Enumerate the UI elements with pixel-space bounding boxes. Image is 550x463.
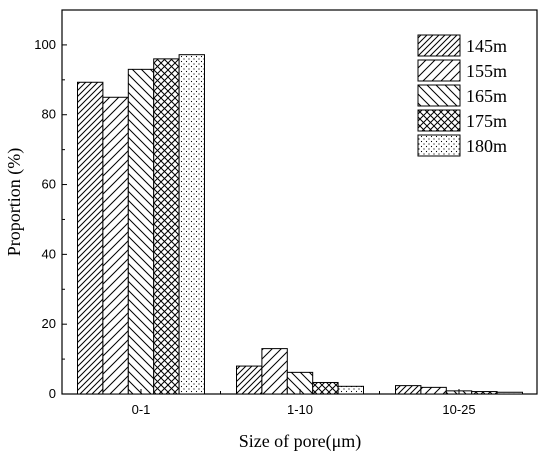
x-tick-label: 0-1 <box>132 402 151 417</box>
x-tick-label: 1-10 <box>287 402 313 417</box>
y-tick-label: 100 <box>34 37 56 52</box>
bar-165m-0-1 <box>127 68 155 395</box>
legend-swatch-180m <box>417 134 461 157</box>
y-axis-title: Proportion (%) <box>4 148 25 256</box>
legend-label-175m: 175m <box>466 111 507 131</box>
bar-145m-10-25 <box>395 385 422 395</box>
legend: 145m 155m 165m 175m 180m <box>417 34 507 157</box>
x-tick-label: 10-25 <box>442 402 475 417</box>
bar-180m-1-10 <box>337 385 365 395</box>
legend-label-165m: 165m <box>466 86 507 106</box>
bar-175m-1-10 <box>312 381 339 395</box>
y-tick-label: 60 <box>42 177 56 192</box>
y-axis: 0 20 40 60 80 100 <box>34 37 67 401</box>
bar-180m-10-25 <box>496 391 524 395</box>
legend-swatch-145m <box>417 34 461 57</box>
bar-155m-0-1 <box>102 96 129 395</box>
bar-145m-0-1 <box>77 81 104 395</box>
bars-layer <box>77 54 524 395</box>
bar-175m-0-1 <box>153 58 180 395</box>
x-axis-title: Size of pore(μm) <box>239 431 362 452</box>
bar-175m-10-25 <box>471 391 498 395</box>
legend-swatch-165m <box>417 84 461 107</box>
bar-155m-1-10 <box>261 348 288 395</box>
legend-label-155m: 155m <box>466 61 507 81</box>
legend-swatch-155m <box>417 59 461 82</box>
x-axis: 0-1 1-10 10-25 <box>61 389 538 417</box>
y-tick-label: 20 <box>42 316 56 331</box>
legend-label-180m: 180m <box>466 136 507 156</box>
legend-label-145m: 145m <box>466 36 507 56</box>
bar-145m-1-10 <box>236 365 263 395</box>
y-tick-label: 0 <box>49 386 56 401</box>
y-tick-label: 80 <box>42 107 56 122</box>
y-tick-label: 40 <box>42 246 56 261</box>
bar-155m-10-25 <box>420 386 447 395</box>
legend-swatch-175m <box>417 109 461 132</box>
bar-180m-0-1 <box>178 54 206 395</box>
